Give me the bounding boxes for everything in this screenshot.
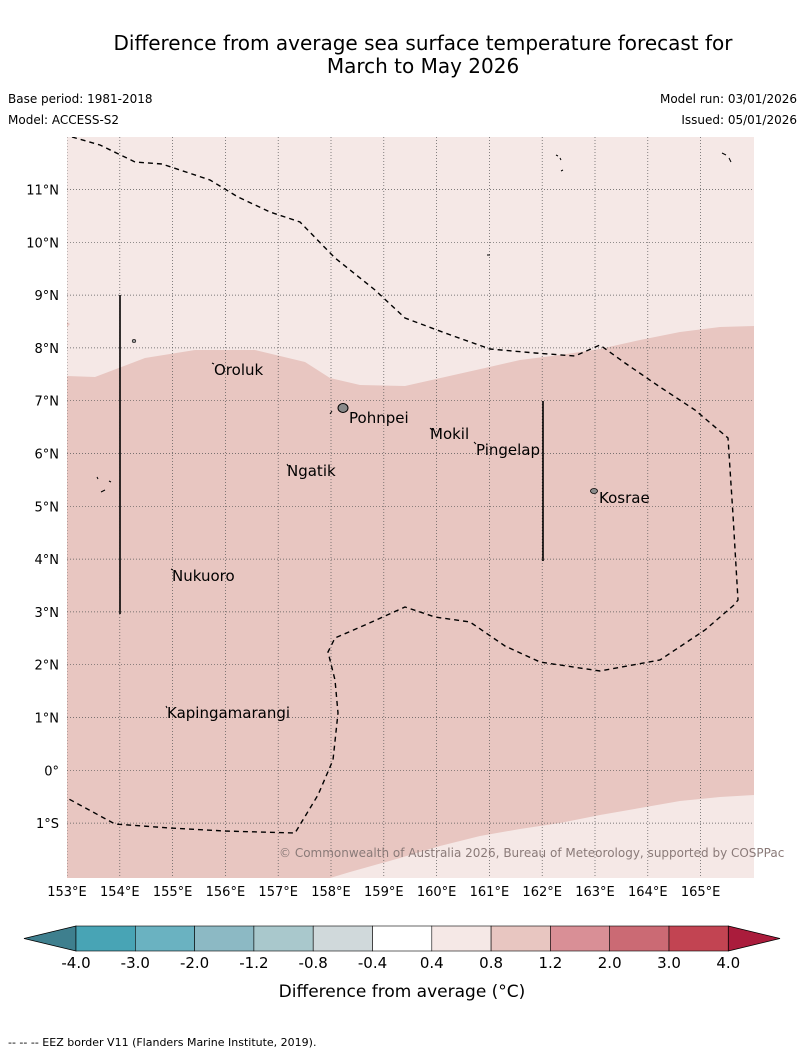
model-name: Model: ACCESS-S2 [8,113,120,127]
longitude-label: 153°E [47,885,87,900]
atoll-oroluk [211,362,215,365]
longitude-label: 158°E [311,885,351,900]
longitude-label: 162°E [522,885,562,900]
atoll-pingelap [473,441,477,445]
latitude-label: 3°N [35,606,60,621]
latitude-label: 7°N [35,395,60,410]
atoll-8n [131,339,137,343]
colorbar-segment [668,925,729,952]
eez-borders [67,137,739,834]
latitude-label: 10°N [26,236,59,251]
longitude-label: 155°E [153,885,193,900]
colorbar-tick: 2.0 [598,954,622,972]
eez-border-kosrae [67,604,735,834]
colorbar-segment [135,925,195,952]
islands [96,152,732,709]
longitude-label: 160°E [417,885,457,900]
latitude-labels: 11°N 10°N 9°N 8°N 7°N 6°N 5°N 4°N 3°N 2°N 1°N 0° 1°S [26,184,59,833]
title-line-2: March to May 2026 [326,54,520,78]
pohnpei-island [337,403,349,413]
colorbar-segment [75,925,136,952]
colorbar-segment [431,925,492,952]
colorbar-tick: -0.8 [299,954,328,972]
atoll-nukuoro [170,568,174,571]
kosrae-island [590,488,598,494]
colorbar-tick: -4.0 [61,954,90,972]
colorbar-segment [490,925,551,952]
colorbar-segment [312,925,373,952]
copyright-text: © Commonwealth of Australia 2026, Bureau… [279,846,784,860]
colorbar-extend-low [23,925,77,952]
colorbar-tick: -1.2 [239,954,268,972]
place-kosrae: Kosrae [599,489,650,507]
place-kapingamarangi: Kapingamarangi [167,704,290,722]
longitude-label: 161°E [470,885,510,900]
atoll-kapinga [165,705,168,709]
latitude-label: 1°S [36,817,59,832]
latitude-label: 4°N [35,553,60,568]
colorbar-segment [609,925,670,952]
colorbar-label: Difference from average (°C) [279,982,526,1002]
colorbar [23,925,781,952]
place-mokil: Mokil [430,425,469,443]
colorbar-segment [253,925,314,952]
colorbar-tick: -0.4 [358,954,387,972]
latitude-label: 2°N [35,659,60,674]
longitude-label: 165°E [681,885,721,900]
latitude-label: 5°N [35,500,60,515]
atoll-ne-2 [721,152,732,163]
atoll-pohnpei-west [329,410,333,415]
place-ngatik: Ngatik [287,462,336,480]
atoll-west-5n [96,476,112,493]
small-patch [67,322,70,327]
latitude-label: 6°N [35,448,60,463]
longitude-label: 163°E [575,885,615,900]
colorbar-tick-labels: -4.0 -3.0 -2.0 -1.2 -0.8 -0.4 0.4 0.8 1.2 2.0 3.0 4… [61,954,740,972]
colorbar-segment [194,925,255,952]
atoll-ngatik [286,463,289,467]
colorbar-segment [550,925,611,952]
colorbar-tick: 1.2 [538,954,562,972]
forecast-map: Oroluk Pohnpei Mokil Pingelap Ngatik Kos… [23,137,784,1002]
longitude-label: 156°E [206,885,246,900]
place-nukuoro: Nukuoro [172,567,235,585]
base-period: Base period: 1981-2018 [8,92,153,106]
footer-note: -- -- -- EEZ border V11 (Flanders Marine… [8,1036,317,1049]
graticule [67,137,754,878]
eez-border-north [71,137,739,606]
latitude-label: 11°N [26,184,59,199]
longitude-labels: 153°E 154°E 155°E 156°E 157°E 158°E 159°E 160°E… [47,885,720,900]
colorbar-tick: 3.0 [657,954,681,972]
colorbar-extend-high [727,925,781,952]
place-pingelap: Pingelap [476,441,540,459]
colorbar-tick: 4.0 [716,954,740,972]
chart-title: Difference from average sea surface temp… [0,32,804,78]
atoll-ne-1 [555,154,564,172]
place-labels: Oroluk Pohnpei Mokil Pingelap Ngatik Kos… [167,361,650,722]
longitude-label: 164°E [628,885,668,900]
colorbar-tick: -3.0 [121,954,150,972]
anomaly-band-mid [67,326,754,878]
latitude-label: 1°N [35,712,60,727]
longitude-label: 157°E [258,885,298,900]
title-line-1: Difference from average sea surface temp… [113,31,733,55]
model-run: Model run: 03/01/2026 [659,92,797,106]
colorbar-tick: 0.8 [479,954,503,972]
issued-date: Issued: 05/01/2026 [681,113,797,127]
colorbar-tick: -2.0 [180,954,209,972]
latitude-label: 0° [44,764,59,779]
longitude-label: 154°E [100,885,140,900]
latitude-label: 8°N [35,342,60,357]
latitude-label: 9°N [35,289,60,304]
longitude-label: 159°E [364,885,404,900]
place-oroluk: Oroluk [214,361,263,379]
place-pohnpei: Pohnpei [349,409,409,427]
atoll-mokil [429,427,433,431]
map-field [67,137,754,878]
colorbar-tick: 0.4 [420,954,444,972]
colorbar-segment [372,925,433,952]
